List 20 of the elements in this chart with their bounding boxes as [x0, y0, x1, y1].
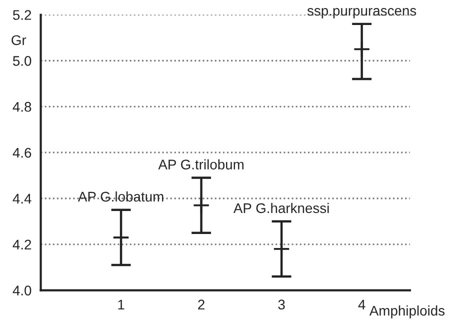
y-tick-label: 5.2 [12, 10, 32, 20]
point [192, 196, 210, 214]
point [272, 240, 290, 258]
y-tick-label: 4.2 [12, 240, 32, 250]
annotation: ssp.purpurascens [307, 8, 416, 18]
y-tick-label: 4.4 [12, 194, 32, 204]
x-axis-title: Amphiploids [369, 305, 445, 318]
x-tick-label: 2 [198, 300, 204, 310]
x-tick-label: 1 [118, 300, 124, 310]
annotation: AP G.lobatum [78, 191, 164, 202]
x-tick-label: 3 [278, 300, 285, 310]
y-tick-label: 4.0 [12, 286, 32, 296]
y-tick-label: 5.0 [12, 56, 32, 66]
y-tick-label: 4.6 [12, 148, 32, 158]
point [353, 40, 370, 58]
annotation: AP G.harknessi [233, 202, 329, 214]
y-tick-label: 4.8 [12, 102, 32, 112]
x-tick-label: 4 [358, 300, 366, 310]
annotation: AP G.trilobum [158, 159, 244, 170]
y-axis-title: Gr [12, 35, 26, 46]
